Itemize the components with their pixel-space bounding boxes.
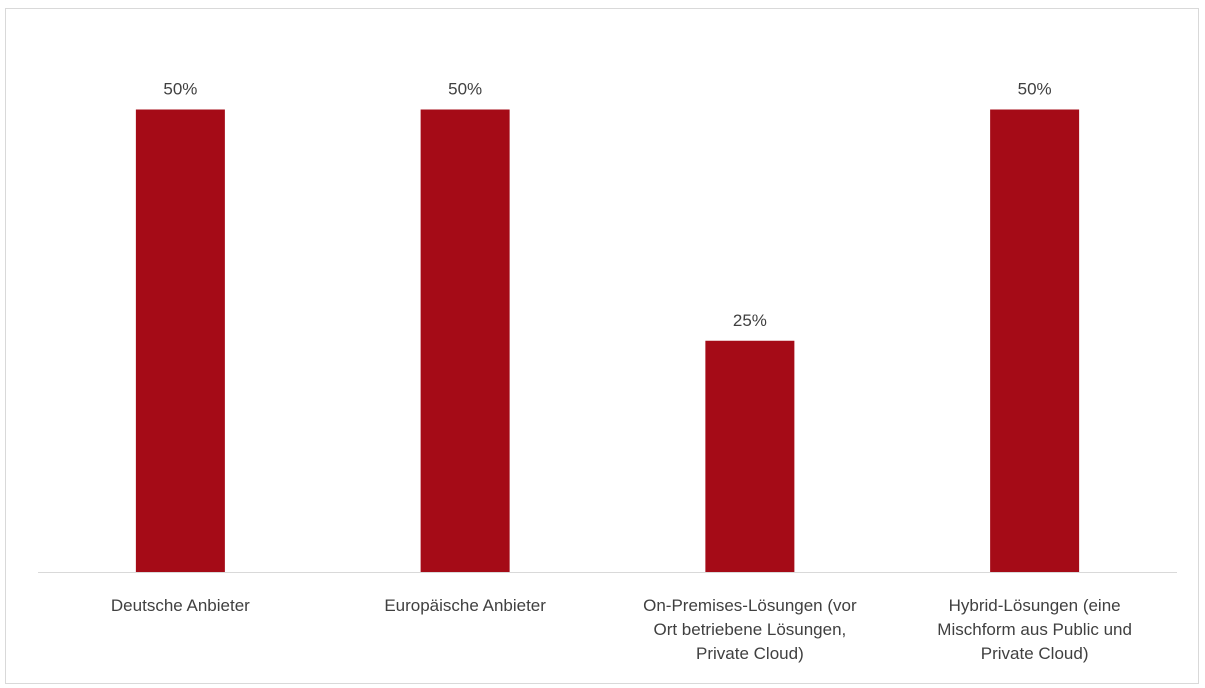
data-label-3: 50% (1018, 80, 1052, 99)
category-label-2-line-2: Private Cloud) (696, 644, 804, 663)
category-label-0-line-0: Deutsche Anbieter (111, 596, 250, 615)
data-label-0: 50% (163, 80, 197, 99)
data-label-1: 50% (448, 80, 482, 99)
category-label-0: Deutsche Anbieter (111, 596, 250, 615)
category-label-2-line-0: On-Premises-Lösungen (vor (643, 596, 857, 615)
category-label-1: Europäische Anbieter (384, 596, 546, 615)
bar-1 (420, 109, 510, 572)
category-label-1-line-0: Europäische Anbieter (384, 596, 546, 615)
category-label-3-line-0: Hybrid-Lösungen (eine (949, 596, 1121, 615)
data-label-2: 25% (733, 311, 767, 330)
category-label-2: On-Premises-Lösungen (vor Ort betriebene … (643, 596, 857, 663)
category-label-2-line-1: Ort betriebene Lösungen, (653, 620, 846, 639)
bar-2 (705, 340, 795, 572)
bar-3 (990, 109, 1080, 572)
bar-0 (135, 109, 225, 572)
category-label-3-line-1: Mischform aus Public und (937, 620, 1132, 639)
category-label-3-line-2: Private Cloud) (981, 644, 1089, 663)
category-label-3: Hybrid-Lösungen (eine Mischform aus Publi… (937, 596, 1132, 663)
